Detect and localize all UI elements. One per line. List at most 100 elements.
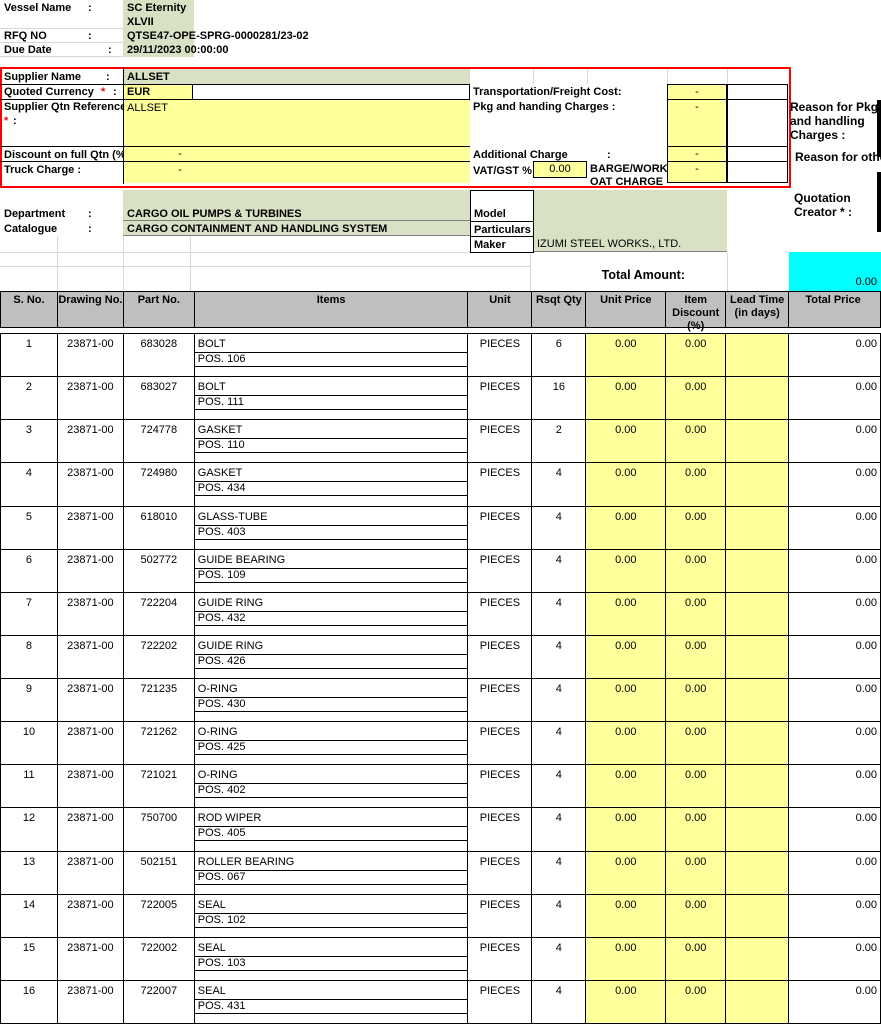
cell-drawing-no: 23871-00: [58, 808, 124, 851]
additional-charge-cell[interactable]: -: [667, 146, 727, 162]
cell-total-price: 0.00: [855, 467, 877, 480]
cell-items: O-RING POS. 430: [194, 679, 469, 722]
gridline: [0, 42, 123, 43]
table-row: 15 23871-00 722002 SEAL POS. 103 PIECES …: [1, 937, 880, 981]
cell-total-price: 0.00: [855, 424, 877, 437]
cell-unit-price[interactable]: 0.00: [586, 506, 667, 549]
truck-charge-value: -: [178, 164, 182, 176]
cell-drawing-no: 23871-00: [58, 549, 124, 592]
cell-lead-time[interactable]: [726, 635, 790, 678]
additional-charge-label: Additional Charge: [473, 149, 568, 161]
cell-unit-price[interactable]: 0.00: [586, 851, 667, 894]
cell-lead-time[interactable]: [726, 549, 790, 592]
currency-extra-cell[interactable]: [192, 84, 470, 100]
cell-unit-price[interactable]: 0.00: [586, 765, 667, 808]
cell-lead-time[interactable]: [726, 851, 790, 894]
cell-item-discount[interactable]: 0.00: [666, 377, 727, 420]
cell-unit-price[interactable]: 0.00: [586, 722, 667, 765]
total-amount-label: Total Amount:: [601, 268, 685, 282]
cell-unit-price[interactable]: 0.00: [586, 463, 667, 506]
colon: :: [88, 30, 92, 42]
department-label: Department: [4, 208, 66, 220]
item-description: BOLT: [194, 334, 468, 353]
colon: :: [88, 208, 92, 220]
cell-total-price: 0.00: [855, 769, 877, 782]
cell-border: [0, 99, 470, 100]
cell-item-discount[interactable]: 0.00: [666, 506, 727, 549]
cell-unit-price[interactable]: 0.00: [586, 592, 667, 635]
item-position: POS. 425: [194, 741, 468, 756]
truck-charge-cell[interactable]: -: [123, 162, 470, 183]
pkg-handling-cell[interactable]: -: [667, 99, 727, 147]
maker-value: IZUMI STEEL WORKS., LTD.: [537, 238, 682, 250]
cell-unit-price[interactable]: 0.00: [586, 549, 667, 592]
gridline: [667, 69, 668, 84]
cell-unit-price[interactable]: 0.00: [586, 980, 667, 1023]
cell-unit-price[interactable]: 0.00: [586, 808, 667, 851]
cell-border: [0, 146, 470, 147]
cell-lead-time[interactable]: [726, 334, 790, 377]
cell-rsqt-qty: 4: [532, 722, 587, 765]
cell-lead-time[interactable]: [726, 765, 790, 808]
item-position: POS. 430: [194, 698, 468, 712]
cell-lead-time[interactable]: [726, 808, 790, 851]
cell-unit: PIECES: [468, 765, 533, 808]
catalogue-value: CARGO CONTAINMENT AND HANDLING SYSTEM: [127, 223, 388, 235]
cell-item-discount[interactable]: 0.00: [666, 765, 727, 808]
vat-gst-cell[interactable]: 0.00: [533, 161, 587, 178]
cell-item-discount[interactable]: 0.00: [666, 894, 727, 937]
cell-item-discount[interactable]: 0.00: [666, 980, 727, 1023]
cell-item-discount[interactable]: 0.00: [666, 549, 727, 592]
cell-item-discount[interactable]: 0.00: [666, 334, 727, 377]
cell-item-discount[interactable]: 0.00: [666, 635, 727, 678]
cell-lead-time[interactable]: [726, 377, 790, 420]
supplier-name-label: Supplier Name: [4, 71, 82, 83]
item-description: GASKET: [194, 463, 468, 483]
supplier-qtn-reference-cell[interactable]: ALLSET: [123, 100, 470, 146]
cell-unit-price[interactable]: 0.00: [586, 937, 667, 980]
cell-drawing-no: 23871-00: [58, 334, 124, 377]
discount-full-qtn-cell[interactable]: -: [123, 147, 470, 161]
cell-unit-price[interactable]: 0.00: [586, 679, 667, 722]
cell-item-discount[interactable]: 0.00: [666, 420, 727, 463]
gridline: [727, 69, 728, 84]
table-row: 4 23871-00 724980 GASKET POS. 434 PIECES…: [1, 463, 880, 507]
cell-item-discount[interactable]: 0.00: [666, 592, 727, 635]
quoted-currency-label: Quoted Currency: [4, 86, 94, 98]
table-row: 10 23871-00 721262 O-RING POS. 425 PIECE…: [1, 722, 880, 766]
cell-rsqt-qty: 16: [532, 377, 587, 420]
item-blank-line: [195, 583, 468, 592]
cell-lead-time[interactable]: [726, 937, 790, 980]
cell-lead-time[interactable]: [726, 463, 790, 506]
cell-part-no: 721021: [124, 765, 195, 808]
total-amount-value: 0.00: [855, 276, 877, 288]
cell-unit-price[interactable]: 0.00: [586, 894, 667, 937]
transport-freight-cell[interactable]: -: [667, 84, 727, 100]
cell-total-price: 0.00: [855, 381, 877, 394]
cell-unit-price[interactable]: 0.00: [586, 635, 667, 678]
cell-unit-price[interactable]: 0.00: [586, 334, 667, 377]
cell-part-no: 502151: [124, 851, 195, 894]
barge-charge-cell[interactable]: -: [667, 161, 727, 183]
cell-sno: 1: [1, 334, 58, 377]
cell-lead-time[interactable]: [726, 722, 790, 765]
cell-item-discount[interactable]: 0.00: [666, 937, 727, 980]
cell-item-discount[interactable]: 0.00: [666, 463, 727, 506]
cell-item-discount[interactable]: 0.00: [666, 722, 727, 765]
cell-lead-time[interactable]: [726, 679, 790, 722]
quoted-currency-cell[interactable]: [123, 85, 192, 99]
cell-item-discount[interactable]: 0.00: [666, 808, 727, 851]
cell-lead-time[interactable]: [726, 894, 790, 937]
cell-lead-time[interactable]: [726, 420, 790, 463]
table-row: 8 23871-00 722202 GUIDE RING POS. 426 PI…: [1, 635, 880, 679]
cell-item-discount[interactable]: 0.00: [666, 851, 727, 894]
cell-lead-time[interactable]: [726, 592, 790, 635]
particulars-label-cell: Particulars: [470, 221, 534, 237]
cell-lead-time[interactable]: [726, 980, 790, 1023]
cell-unit-price[interactable]: 0.00: [586, 377, 667, 420]
cell-lead-time[interactable]: [726, 506, 790, 549]
cell-unit: PIECES: [468, 808, 533, 851]
cell-item-discount[interactable]: 0.00: [666, 679, 727, 722]
cell-sno: 3: [1, 420, 58, 463]
cell-unit-price[interactable]: 0.00: [586, 420, 667, 463]
